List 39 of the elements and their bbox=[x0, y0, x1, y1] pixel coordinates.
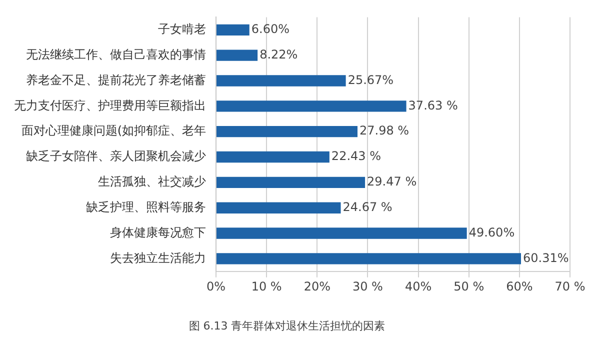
x-tick-label: 30 % bbox=[352, 280, 383, 294]
data-label: 49.60% bbox=[468, 225, 515, 240]
bar bbox=[216, 176, 366, 188]
x-tick-label: 0% bbox=[206, 280, 226, 294]
data-label: 8.22% bbox=[260, 47, 298, 62]
data-label: 6.60% bbox=[251, 22, 290, 36]
y-tick-label: 身体健康每况愈下 bbox=[110, 225, 206, 240]
x-tick-label: 20% bbox=[304, 280, 330, 294]
bar bbox=[216, 24, 250, 36]
text: 图 6.13 青年群体对退休生活担忧的因素 bbox=[188, 319, 386, 332]
data-label: 60.31% bbox=[522, 250, 569, 265]
y-tick-label: 缺乏护理、照料等服务 bbox=[86, 200, 206, 214]
bar bbox=[216, 202, 341, 214]
data-label: 22.43 % bbox=[331, 149, 382, 164]
bar bbox=[216, 50, 258, 61]
data-label: 27.98 % bbox=[360, 124, 410, 138]
y-tick-label: 缺乏子女陪伴、亲人团聚机会减少 bbox=[26, 149, 206, 164]
x-tick-label: 50 % bbox=[454, 280, 484, 294]
y-tick-label: 子女啃老 bbox=[158, 22, 206, 36]
bar bbox=[216, 253, 521, 264]
x-tick-label: 10 % bbox=[251, 280, 282, 294]
bar bbox=[216, 75, 346, 86]
x-tick-label: 70 % bbox=[554, 280, 586, 294]
data-label: 29.47 % bbox=[367, 174, 417, 189]
y-tick-label: 养老金不足、提前花光了养老储蓄 bbox=[26, 72, 206, 87]
y-tick-label: 生活孤独、社交减少 bbox=[98, 174, 206, 189]
x-tick-label: 40% bbox=[404, 280, 432, 294]
y-tick-label: 无法继续工作、做自己喜欢的事情 bbox=[26, 47, 206, 62]
data-label: 37.63 % bbox=[408, 98, 458, 112]
data-label: 25.67% bbox=[348, 72, 394, 87]
bar bbox=[216, 126, 358, 138]
bar bbox=[216, 151, 330, 163]
y-tick-label: 失去独立生活能力 bbox=[110, 250, 206, 265]
y-tick-label: 面对心理健康问题(如抑郁症、老年 bbox=[21, 124, 206, 138]
y-tick-label: 无力支付医疗、护理费用等巨额指出 bbox=[14, 98, 206, 112]
x-tick-label: 60% bbox=[506, 280, 533, 294]
bar bbox=[216, 100, 406, 112]
data-label: 24.67 % bbox=[342, 200, 392, 214]
bar bbox=[216, 228, 467, 239]
